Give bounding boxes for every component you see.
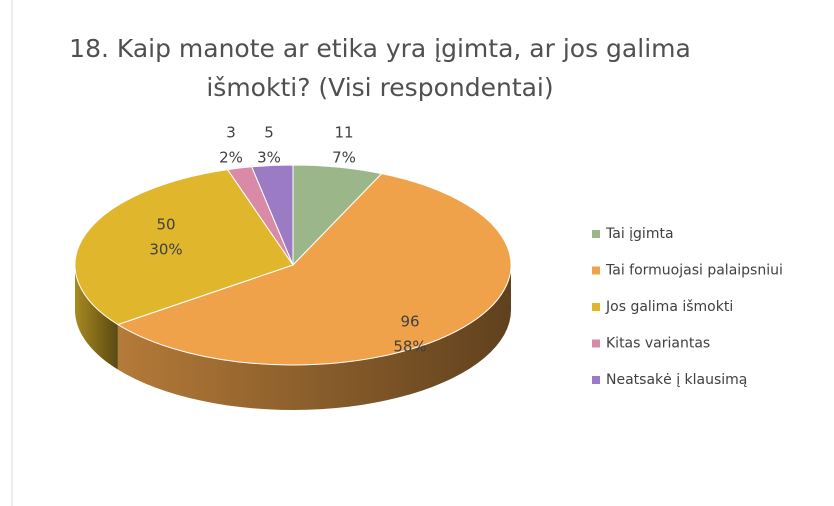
legend-swatch xyxy=(592,376,600,384)
legend-swatch xyxy=(592,230,600,238)
data-label: 5 xyxy=(264,124,274,142)
legend-swatch xyxy=(592,266,600,275)
slice xyxy=(251,164,294,266)
chart-border xyxy=(11,0,13,506)
percent-label: 7% xyxy=(332,149,356,167)
slice-side xyxy=(75,265,118,370)
percent-label: 58% xyxy=(393,338,426,356)
slice xyxy=(74,169,294,326)
chart-title: 18. Kaip manote ar etika yra įgimta, ar … xyxy=(69,34,691,63)
legend-label: Tai formuojasi palaipsniui xyxy=(605,263,783,279)
data-label: 11 xyxy=(334,124,353,142)
percent-label: 30% xyxy=(149,241,182,259)
legend-label: Neatsakė į klausimą xyxy=(606,372,747,388)
percent-label: 3% xyxy=(257,149,281,167)
legend-label: Kitas variantas xyxy=(606,336,710,352)
chart-title: išmokti? (Visi respondentai) xyxy=(206,73,553,102)
legend-swatch xyxy=(592,339,600,348)
data-label: 50 xyxy=(156,216,175,234)
legend-swatch xyxy=(592,303,600,311)
data-label: 3 xyxy=(226,124,236,142)
slice xyxy=(116,173,512,366)
legend-label: Jos galima išmokti xyxy=(605,299,733,315)
data-label: 96 xyxy=(400,313,419,331)
legend-label: Tai įgimta xyxy=(605,226,674,242)
slice-side xyxy=(117,265,512,410)
percent-label: 2% xyxy=(219,149,243,167)
